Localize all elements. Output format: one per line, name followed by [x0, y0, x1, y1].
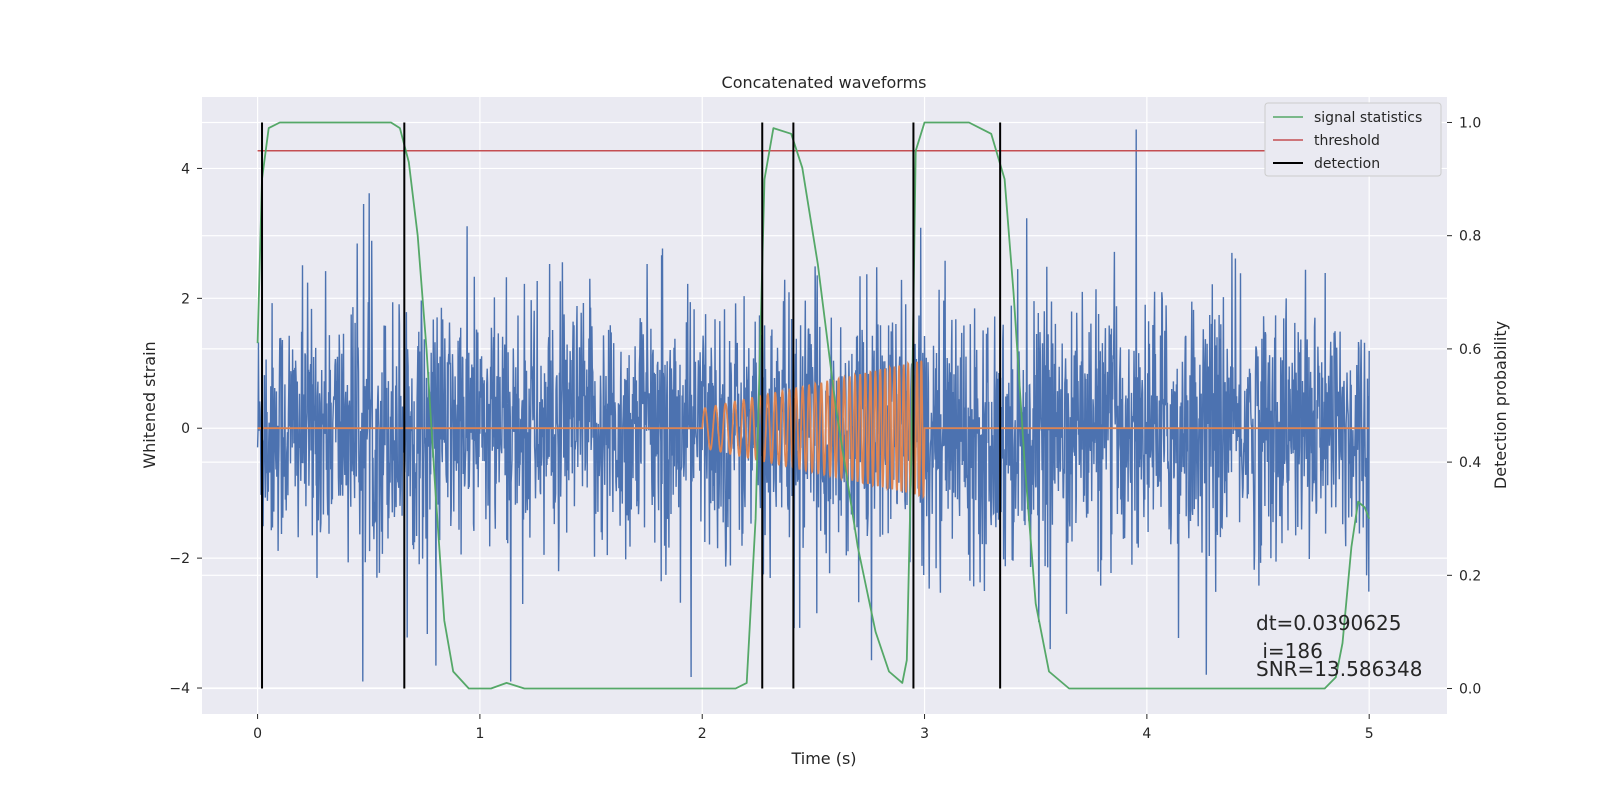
annotation-snr: SNR=13.586348	[1256, 657, 1422, 681]
y-tick-label-1: −2	[169, 551, 190, 567]
annotation-dt: dt=0.0390625	[1256, 611, 1401, 635]
legend-label-threshold: threshold	[1314, 133, 1380, 149]
x-tick-label-1: 1	[475, 726, 484, 742]
legend-box	[1264, 102, 1442, 177]
y2-tick-label-1: 0.2	[1459, 568, 1481, 584]
x-axis-label: Time (s)	[790, 749, 856, 768]
x-tick-label-4: 4	[1142, 726, 1151, 742]
y-tick-label-0: −4	[169, 681, 190, 697]
y2-tick-label-5: 1.0	[1459, 115, 1481, 131]
annotation: dt=0.0390625 i=186 SNR=13.586348	[1256, 611, 1422, 681]
y2-axis-label: Detection probability	[1491, 321, 1510, 489]
y2-tick-label-3: 0.6	[1459, 342, 1481, 358]
y2-tick-label-2: 0.4	[1459, 455, 1481, 471]
x-tick-label-5: 5	[1365, 726, 1374, 742]
x-axis-ticks: 0 1 2 3 4 5	[253, 714, 1374, 742]
annotation-index: i=186	[1256, 639, 1323, 663]
y-axis-label: Whitened strain	[140, 341, 159, 468]
legend-label-detection: detection	[1314, 156, 1380, 172]
legend: signal statistics threshold detection	[1264, 102, 1442, 177]
template-series-line	[257, 360, 1370, 500]
y-tick-label-2: 0	[181, 421, 190, 437]
y2-tick-label-4: 0.8	[1459, 229, 1481, 245]
y-tick-label-4: 4	[181, 161, 190, 177]
chart-title: Concatenated waveforms	[722, 73, 927, 92]
y-tick-label-3: 2	[181, 291, 190, 307]
y-axis-ticks: −4 −2 0 2 4	[169, 161, 202, 697]
series-layer	[256, 121, 1374, 690]
y2-tick-label-0: 0.0	[1459, 682, 1481, 698]
x-tick-label-0: 0	[253, 726, 262, 742]
x-tick-label-3: 3	[920, 726, 929, 742]
legend-label-signal-statistics: signal statistics	[1314, 110, 1422, 126]
y2-axis-ticks: 0.0 0.2 0.4 0.6 0.8 1.0	[1447, 115, 1481, 698]
signal-statistics-line	[256, 121, 1371, 690]
x-tick-label-2: 2	[698, 726, 707, 742]
